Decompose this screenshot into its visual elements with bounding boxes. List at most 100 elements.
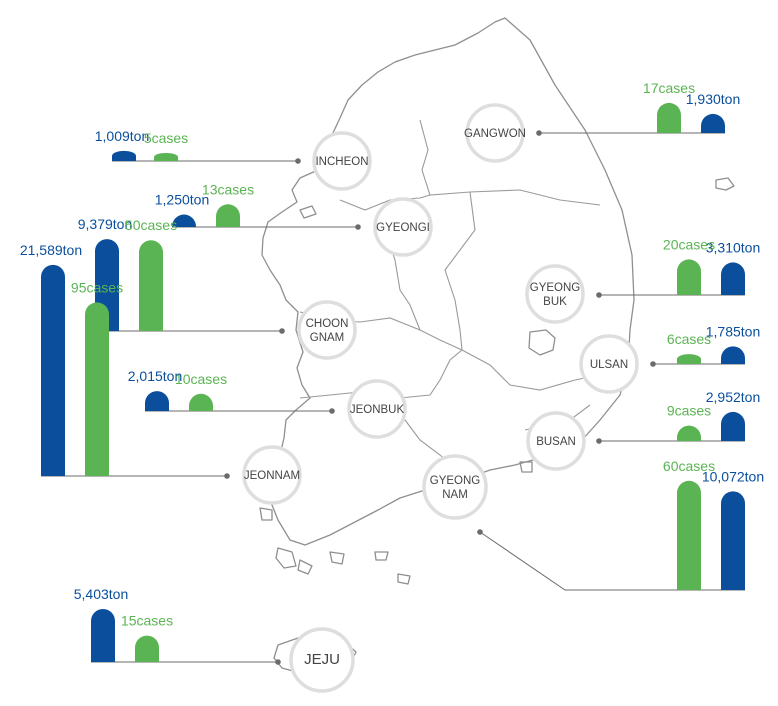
bubble-circle <box>579 334 639 394</box>
region-name-choon-gnam: GNAM <box>310 332 345 344</box>
ton-label-ulsan: 1,785ton <box>706 323 761 339</box>
leader-dot-jeonbuk <box>329 408 335 414</box>
ton-bar-jeonbuk <box>145 391 169 411</box>
cases-bar-choon-gnam <box>139 240 163 331</box>
leader-dot-gyeong-nam <box>477 529 483 535</box>
region-bubble-ulsan: ULSAN <box>579 334 639 394</box>
ton-bar-jeonnam <box>41 264 65 476</box>
bubble-circle <box>525 264 585 324</box>
cases-bar-jeonnam <box>85 302 109 476</box>
ton-label-jeju: 5,403ton <box>74 586 129 602</box>
cases-label-jeonnam: 95cases <box>71 279 123 295</box>
cases-label-gangwon: 17cases <box>643 80 695 96</box>
ton-bar-gyeongi <box>172 214 196 227</box>
region-name-gangwon: GANGWON <box>464 128 526 140</box>
bubble-circle <box>373 197 433 257</box>
region-bubble-jeonbuk: JEONBUK <box>347 379 407 439</box>
cases-label-busan: 9cases <box>667 403 711 419</box>
region-name-gyeongi: GYEONGI <box>376 222 430 234</box>
cases-label-gyeongi: 13cases <box>202 181 254 197</box>
bar-group-jeonnam: 21,589ton 95cases <box>20 242 123 476</box>
ton-bar-gangwon <box>701 113 725 133</box>
region-bubble-gangwon: GANGWON <box>464 103 526 163</box>
ton-bar-ulsan <box>721 346 745 364</box>
ton-label-gangwon: 1,930ton <box>686 91 741 107</box>
leader-dot-jeju <box>275 659 281 665</box>
leader-dot-ulsan <box>650 361 656 367</box>
leader-dot-incheon <box>295 158 301 164</box>
ton-label-gyeong-nam: 10,072ton <box>702 468 764 484</box>
region-bubble-incheon: INCHEON <box>312 131 372 191</box>
leader-dot-gyeong-buk <box>596 292 602 298</box>
ton-bar-busan <box>721 411 745 441</box>
region-bubble-gyeong-buk: GYEONG BUK <box>525 264 585 324</box>
ton-bar-gyeong-buk <box>721 262 745 295</box>
ton-label-gyeong-buk: 3,310ton <box>706 239 761 255</box>
korea-map <box>259 17 735 674</box>
bar-group-jeju: 5,403ton 15cases <box>74 586 173 662</box>
bubble-circle <box>312 131 372 191</box>
cases-bar-ulsan <box>677 354 701 364</box>
bubble-circle <box>347 379 407 439</box>
leader-dot-jeonnam <box>224 473 230 479</box>
bubble-circle <box>242 445 302 505</box>
region-name-gyeong-buk: GYEONG <box>530 282 581 294</box>
region-name-choon-gnam: CHOON <box>306 318 349 330</box>
cases-bar-gyeong-nam <box>677 480 701 590</box>
cases-label-jeonbuk: 10cases <box>175 371 227 387</box>
ton-bar-jeju <box>91 608 115 662</box>
region-name-busan: BUSAN <box>536 436 576 448</box>
region-bubble-jeonnam: JEONNAM <box>242 445 302 505</box>
bubble-circle <box>297 300 357 360</box>
region-name-jeonnam: JEONNAM <box>244 470 300 482</box>
region-name-ulsan: ULSAN <box>590 359 628 371</box>
ton-label-jeonnam: 21,589ton <box>20 242 82 258</box>
leader-lines <box>41 130 745 665</box>
cases-bar-gangwon <box>657 102 681 133</box>
cases-bar-jeju <box>135 635 159 662</box>
leader-dot-choon-gnam <box>279 328 285 334</box>
cases-bar-jeonbuk <box>189 393 213 411</box>
cases-label-jeju: 15cases <box>121 613 173 629</box>
leader-line-gyeong-nam <box>479 531 745 591</box>
region-name-gyeong-nam: NAM <box>442 489 468 501</box>
cases-bar-busan <box>677 425 701 441</box>
region-name-gyeong-buk: BUK <box>543 296 567 308</box>
cases-bar-gyeongi <box>216 204 240 227</box>
ton-label-busan: 2,952ton <box>706 389 761 405</box>
region-name-incheon: INCHEON <box>315 156 368 168</box>
cases-label-gyeong-buk: 20cases <box>663 236 715 252</box>
region-bubble-gyeong-nam: GYEONG NAM <box>422 454 488 520</box>
leader-dot-gyeongi <box>355 224 361 230</box>
bubble-circle <box>526 411 586 471</box>
bubble-circle <box>289 627 355 693</box>
region-name-jeonbuk: JEONBUK <box>350 404 405 416</box>
cases-bar-gyeong-buk <box>677 259 701 295</box>
leader-dot-gangwon <box>536 130 542 136</box>
bubble-circle <box>465 103 525 163</box>
region-bubbles: INCHEON GYEONGI CHOON GNAM JEONBUK JEONNAM JEJ… <box>242 103 639 693</box>
ton-bar-gyeong-nam <box>721 491 745 590</box>
cases-label-gyeong-nam: 60cases <box>663 458 715 474</box>
region-bubble-busan: BUSAN <box>526 411 586 471</box>
region-name-gyeong-nam: GYEONG <box>430 475 481 487</box>
ton-bar-incheon <box>112 150 136 161</box>
region-bubble-gyeongi: GYEONGI <box>373 197 433 257</box>
region-bubble-choon-gnam: CHOON GNAM <box>297 300 357 360</box>
region-bubble-jeju: JEJU <box>289 627 355 693</box>
leader-dot-busan <box>596 438 602 444</box>
cases-label-incheon: 5cases <box>144 130 188 146</box>
cases-label-choon-gnam: 50cases <box>125 217 177 233</box>
cases-label-ulsan: 6cases <box>667 331 711 347</box>
ton-label-jeonbuk: 2,015ton <box>128 368 183 384</box>
cases-bar-incheon <box>154 153 178 161</box>
